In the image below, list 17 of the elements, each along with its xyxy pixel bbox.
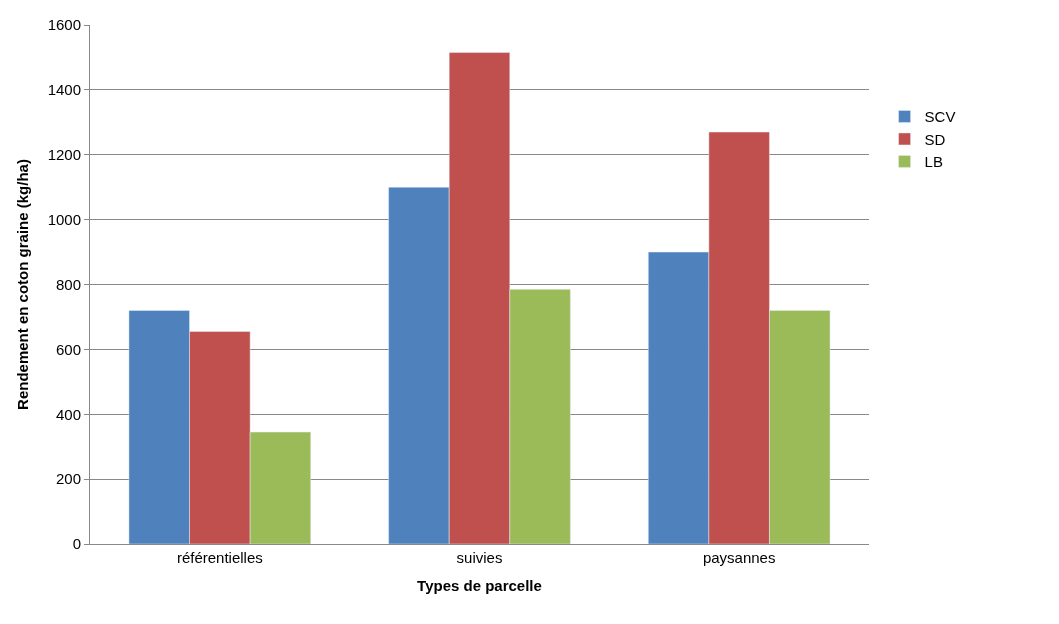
y-tick-label: 600 <box>55 340 81 358</box>
y-tick-label: 1200 <box>47 146 81 163</box>
x-tick-label: suivies <box>456 549 503 566</box>
x-axis-title: Types de parcelle <box>417 577 542 594</box>
y-tick-label: 200 <box>55 470 81 488</box>
legend-label: SCV <box>924 108 956 126</box>
y-tick-label: 1600 <box>47 16 81 34</box>
y-tick-label: 1400 <box>47 81 81 99</box>
y-tick-label: 400 <box>55 405 81 423</box>
y-tick-label: 800 <box>55 275 81 293</box>
x-tick-label: paysannes <box>702 549 776 566</box>
x-tick-label: référentielles <box>176 549 263 566</box>
y-axis-title: Rendement en coton graine (kg/ha) <box>13 159 31 410</box>
y-tick-label: 0 <box>72 535 81 553</box>
legend-label: LB <box>924 153 943 171</box>
legend-label: SD <box>924 130 946 148</box>
y-tick-label: 1000 <box>47 210 81 228</box>
